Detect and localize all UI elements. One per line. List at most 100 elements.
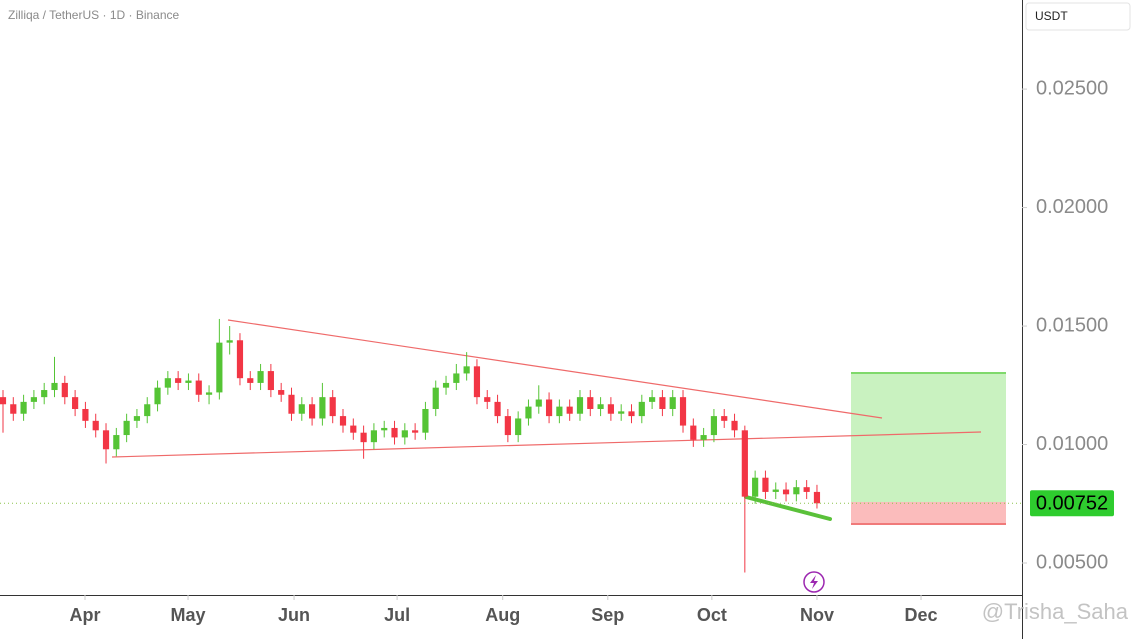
- symbol-title: Zilliqa / TetherUS · 1D · Binance: [8, 8, 180, 22]
- candle-body: [309, 404, 316, 419]
- candle-body: [793, 487, 800, 495]
- candle-body: [515, 418, 522, 436]
- candle-body: [10, 404, 17, 414]
- candle-body: [51, 382, 58, 391]
- last-price-label: 0.00752: [1036, 493, 1108, 515]
- x-tick-label: Nov: [800, 605, 834, 625]
- candle-body: [628, 411, 635, 417]
- candle-body: [422, 408, 429, 433]
- candle-body: [545, 399, 553, 417]
- candle-body: [525, 406, 532, 419]
- candle-body: [61, 382, 68, 398]
- candle-body: [638, 401, 645, 417]
- x-tick-label: Apr: [70, 605, 101, 625]
- candle-body: [762, 477, 769, 492]
- candle-body: [30, 397, 37, 402]
- candle-body: [257, 371, 264, 383]
- candle-body: [432, 387, 439, 409]
- candle-body: [102, 430, 110, 450]
- axes: 0.00500 0.01000 0.01500 0.02000 0.02500 Apr Ma…: [70, 77, 1114, 625]
- candle-body: [0, 397, 7, 405]
- event-bolt: [810, 575, 818, 589]
- candle-body: [803, 487, 810, 492]
- candle-body: [463, 366, 470, 374]
- candle-body: [381, 427, 388, 431]
- candle-body: [772, 489, 779, 492]
- candle-body: [298, 404, 305, 414]
- y-tick-label: 0.01500: [1036, 314, 1108, 336]
- candle-body: [587, 397, 594, 409]
- candle-body: [752, 477, 759, 497]
- candle-body: [401, 430, 408, 438]
- candle-body: [494, 401, 501, 417]
- candle-body: [391, 427, 398, 438]
- candle-body: [350, 425, 357, 433]
- candle-body: [267, 371, 274, 391]
- candle-body: [319, 397, 326, 419]
- candle-body: [690, 425, 697, 440]
- candle-body: [669, 397, 676, 409]
- x-tick-label: May: [171, 605, 206, 625]
- candle-body: [226, 340, 233, 343]
- y-tick-label: 0.02500: [1036, 77, 1108, 99]
- candle-body: [288, 394, 295, 414]
- candle-body: [278, 390, 285, 395]
- candle-body: [41, 390, 48, 398]
- candle-body: [607, 404, 614, 414]
- candle-body: [504, 416, 511, 436]
- candle-body: [20, 401, 27, 414]
- x-tick-label: Aug: [485, 605, 520, 625]
- candle-body: [659, 397, 666, 409]
- candle-body: [216, 342, 223, 393]
- candle-body: [339, 416, 347, 426]
- candle-body: [556, 406, 563, 417]
- candle-body: [205, 392, 213, 395]
- candle-body: [473, 366, 481, 398]
- plot-area: [0, 318, 1022, 573]
- candle-body: [72, 397, 79, 409]
- candle-body: [597, 404, 604, 409]
- y-tick-label: 0.00500: [1036, 551, 1108, 573]
- event-icon[interactable]: [803, 571, 825, 593]
- candle-body: [329, 397, 336, 417]
- x-tick-label: Jun: [278, 605, 310, 625]
- x-tick-label: Dec: [905, 605, 938, 625]
- candle-body: [710, 416, 718, 436]
- candle-body: [236, 340, 244, 379]
- candle-body: [360, 432, 367, 443]
- candle-body: [721, 416, 728, 421]
- candle-body: [82, 408, 89, 421]
- candle-body: [535, 399, 542, 407]
- watermark: @Trisha_Saha: [982, 599, 1129, 624]
- candle-body: [453, 373, 460, 383]
- candle-body: [123, 420, 130, 436]
- support-line: [744, 495, 832, 521]
- candle-body: [144, 404, 151, 417]
- last-price-box: [1030, 490, 1114, 517]
- candle-body: [164, 378, 171, 388]
- x-tick-label: Sep: [591, 605, 624, 625]
- currency-box: [1025, 2, 1131, 31]
- candle-body: [154, 387, 161, 405]
- target-zone: [851, 372, 1006, 502]
- candle-body: [782, 489, 790, 495]
- x-tick-label: Jul: [384, 605, 410, 625]
- candle-body: [576, 397, 584, 414]
- candle-body: [175, 378, 182, 383]
- candle-body: [731, 420, 738, 431]
- lower-trendline: [111, 431, 982, 458]
- candle-body: [813, 491, 821, 504]
- candle-body: [195, 380, 202, 395]
- candle-body: [92, 420, 99, 431]
- candle-body: [412, 430, 419, 433]
- candle-body: [133, 416, 141, 421]
- currency: USDT: [1035, 9, 1068, 23]
- candle-body: [649, 397, 656, 402]
- candle-body: [618, 411, 625, 414]
- stop-zone: [851, 502, 1006, 524]
- candle-body: [370, 430, 378, 443]
- y-tick-label: 0.02000: [1036, 196, 1108, 218]
- candle-body: [185, 380, 192, 383]
